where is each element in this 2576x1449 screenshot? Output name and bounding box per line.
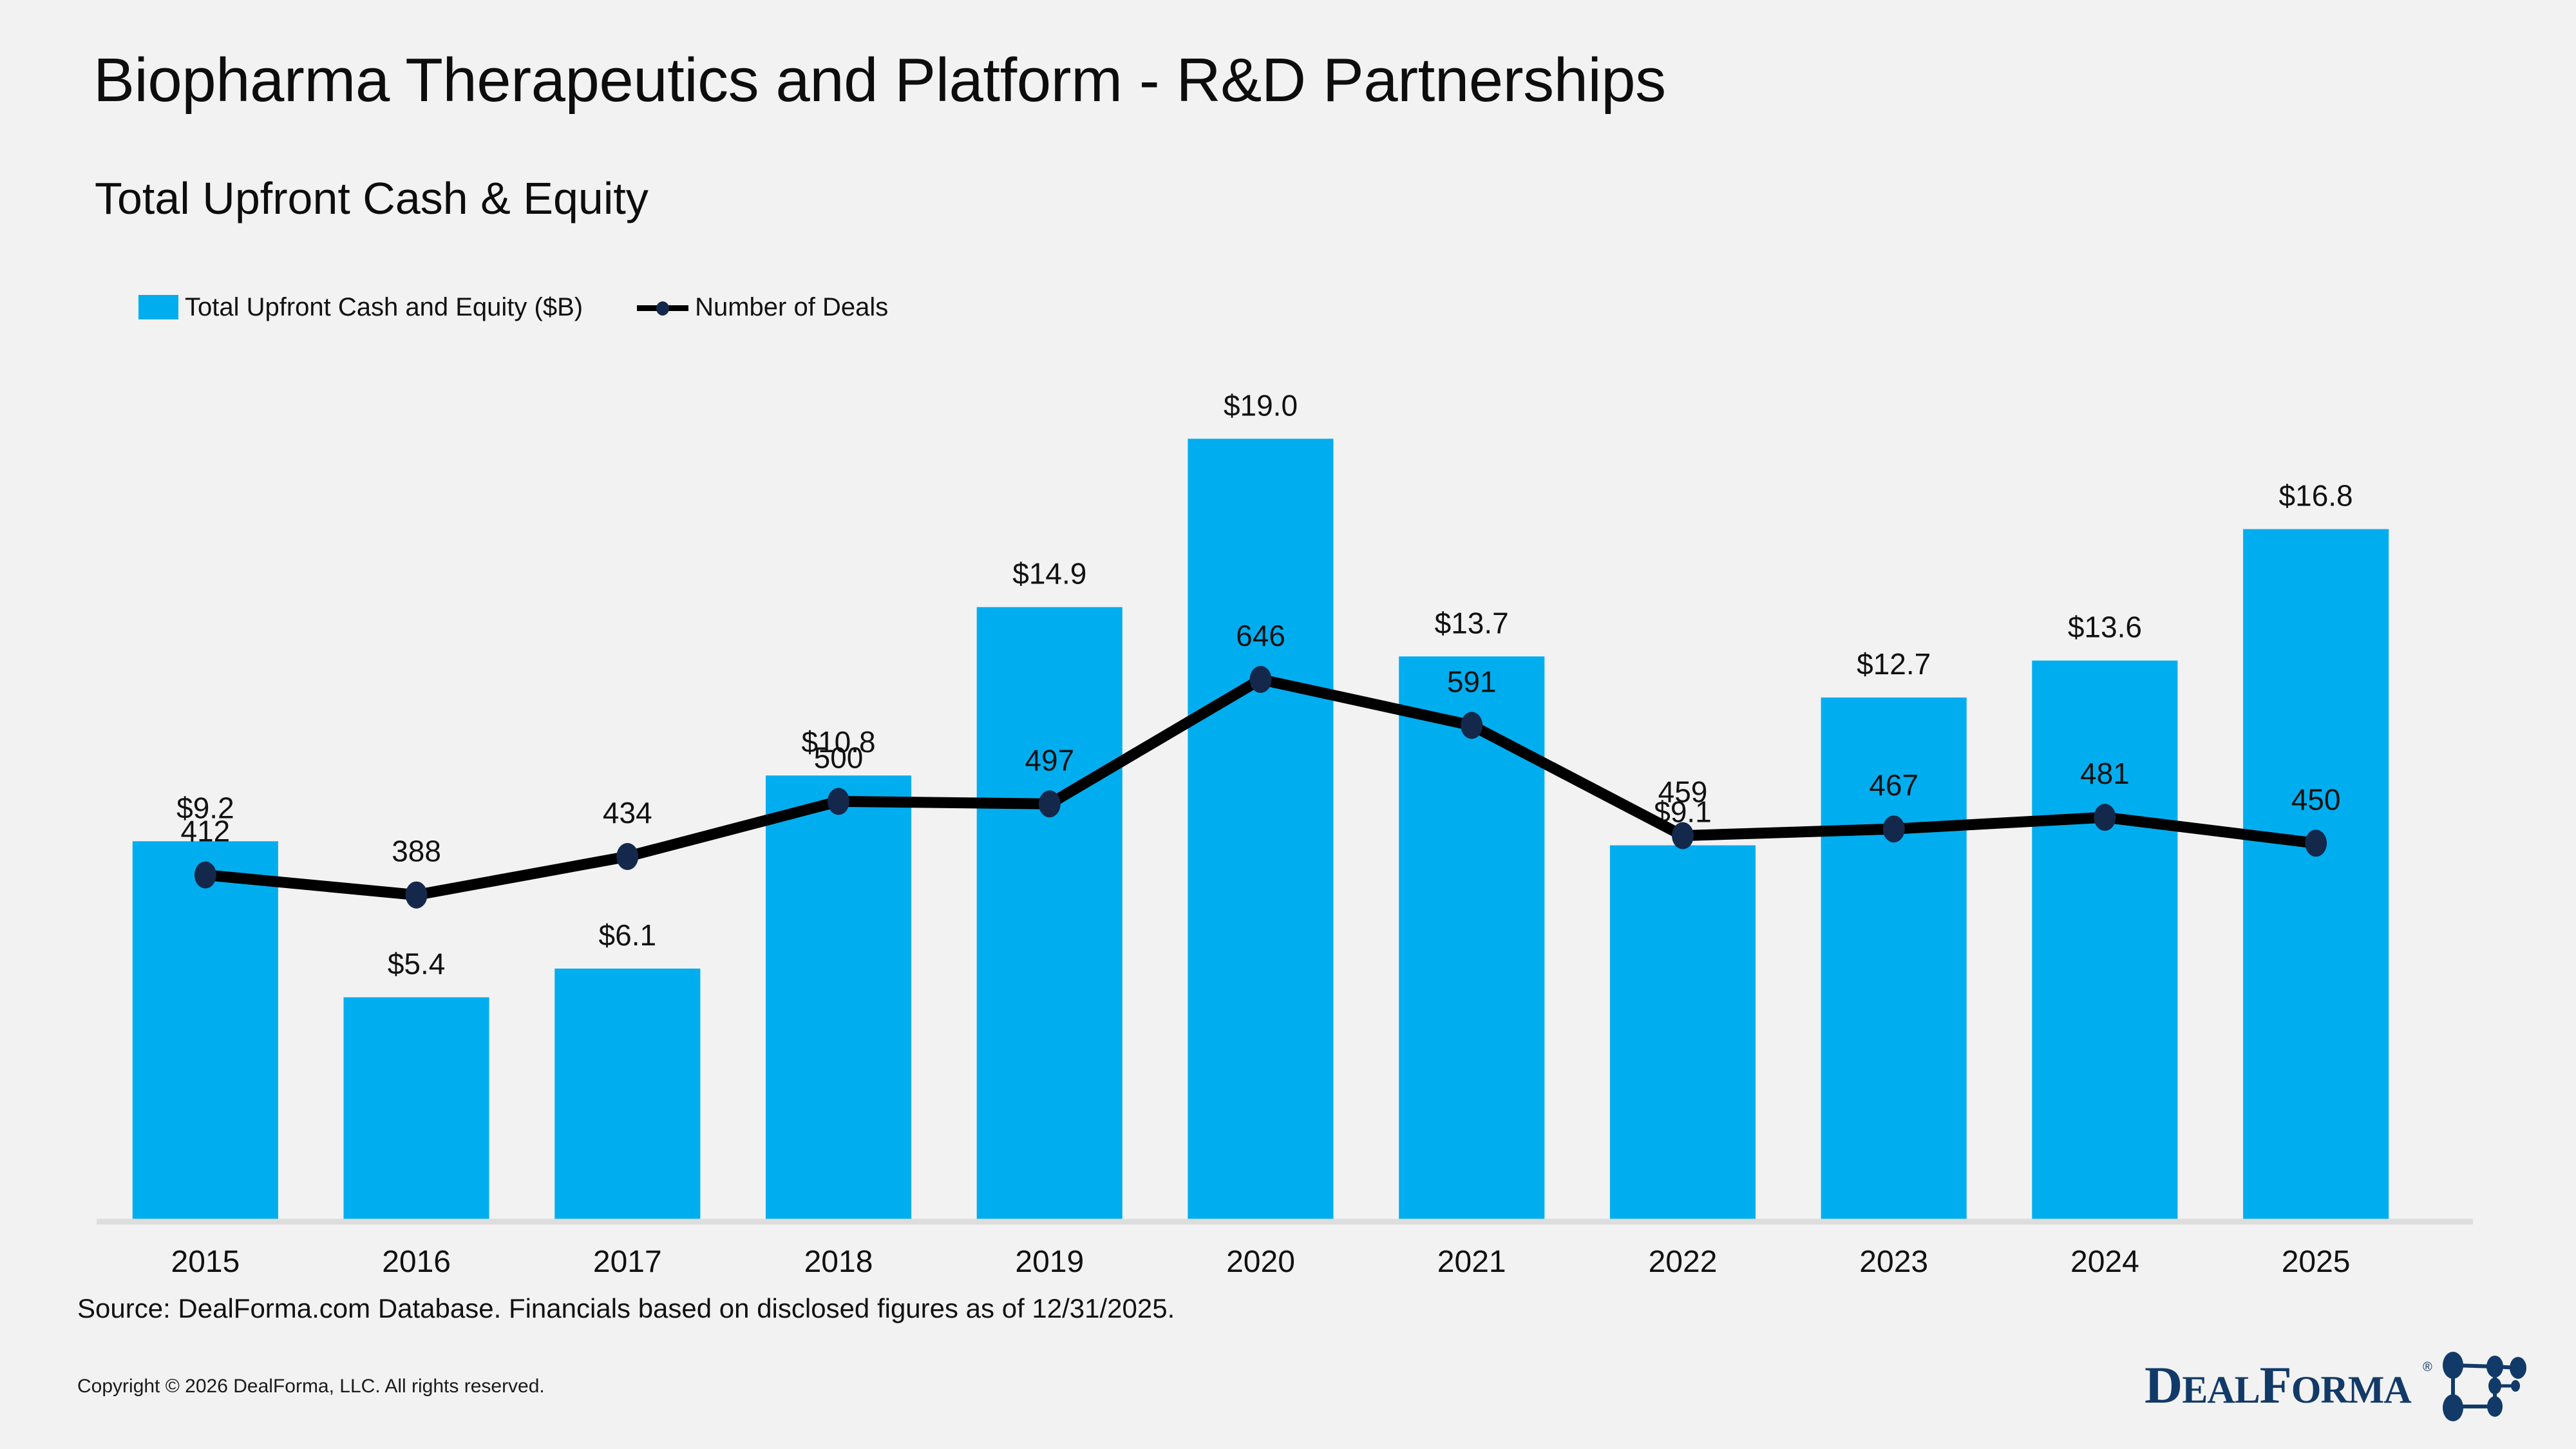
bar-value-label: $5.4 <box>388 947 446 981</box>
bar <box>1609 845 1756 1219</box>
x-tick-label: 2023 <box>1859 1245 1928 1279</box>
legend-label-line: Number of Deals <box>695 292 889 321</box>
bar-value-label: $14.9 <box>1012 557 1086 591</box>
bar-value-label: $16.8 <box>2279 479 2353 513</box>
page-title: Biopharma Therapeutics and Platform - R&… <box>93 46 1666 115</box>
line-value-label: 434 <box>603 796 652 829</box>
line-marker <box>2094 804 2116 831</box>
x-tick-label: 2018 <box>804 1245 873 1279</box>
line-marker <box>2305 829 2327 857</box>
bar-value-label: $10.8 <box>801 725 875 759</box>
line-marker <box>1249 666 1272 693</box>
line-marker <box>1672 822 1694 849</box>
bar <box>766 775 912 1219</box>
line-value-label: 459 <box>1658 775 1708 809</box>
bar-value-label: $13.6 <box>2068 611 2142 644</box>
bar-value-label: $12.7 <box>1857 647 1931 681</box>
dealforma-logo[interactable]: DEALFORMA ® <box>2145 1345 2544 1428</box>
x-tick-label: 2019 <box>1015 1245 1084 1279</box>
legend-item-bar[interactable]: Total Upfront Cash and Equity ($B) <box>138 293 583 322</box>
page-subtitle: Total Upfront Cash & Equity <box>95 173 649 223</box>
source-note: Source: DealForma.com Database. Financia… <box>77 1293 1175 1323</box>
line-value-label: 591 <box>1447 665 1497 698</box>
x-tick-label: 2020 <box>1226 1245 1295 1279</box>
x-tick-label: 2017 <box>593 1245 662 1279</box>
line-value-label: 388 <box>392 835 441 868</box>
line-value-label: 646 <box>1236 619 1285 652</box>
bar-value-label: $6.1 <box>599 918 657 952</box>
bar <box>1821 697 1967 1219</box>
logo-wordmark: DEALFORMA <box>2145 1356 2412 1414</box>
line-marker <box>405 881 428 909</box>
legend-item-line[interactable]: Number of Deals <box>637 293 888 322</box>
line-marker <box>1461 712 1483 739</box>
x-tick-label: 2015 <box>171 1245 240 1279</box>
bar-data-labels: $9.2$5.4$6.1$10.8$14.9$19.0$13.7$9.1$12.… <box>176 388 2353 980</box>
chart-legend: Total Upfront Cash and Equity ($B) Numbe… <box>138 291 888 323</box>
registered-trademark-icon: ® <box>2423 1360 2432 1374</box>
x-tick-label: 2025 <box>2282 1245 2351 1279</box>
bar <box>554 969 701 1219</box>
x-tick-label: 2016 <box>382 1245 451 1279</box>
bar <box>343 997 489 1219</box>
bar-value-label: $19.0 <box>1224 388 1298 422</box>
line-marker <box>616 843 639 870</box>
line-markers <box>194 666 2327 909</box>
legend-swatch-icon <box>138 295 178 319</box>
bar <box>2032 660 2178 1219</box>
copyright-note: Copyright © 2026 DealForma, LLC. All rig… <box>77 1376 545 1397</box>
bar-value-label: $9.2 <box>176 791 234 824</box>
bar <box>132 841 278 1219</box>
line-marker <box>1882 815 1905 843</box>
line-value-label: 481 <box>2080 757 2130 790</box>
line-value-label: 412 <box>181 815 231 848</box>
bar-series <box>132 439 2389 1219</box>
bar <box>976 607 1122 1219</box>
x-tick-label: 2021 <box>1437 1245 1506 1279</box>
line-value-label: 500 <box>814 741 864 774</box>
line-marker <box>828 788 849 815</box>
legend-line-marker-icon <box>637 295 689 319</box>
line-value-label: 450 <box>2291 782 2341 816</box>
line-value-label: 497 <box>1025 743 1074 777</box>
line-value-label: 467 <box>1869 768 1918 802</box>
line-data-labels: 412 388 434 500 497 646 591 459 467 481 450 <box>181 619 2341 868</box>
x-axis-tick-labels: 2015 2016 2017 2018 2019 2020 2021 2022 2023 2024… <box>171 1245 2351 1279</box>
bar <box>1188 439 1334 1219</box>
network-nodes-icon <box>2443 1352 2526 1421</box>
legend-label-bar: Total Upfront Cash and Equity ($B) <box>185 292 583 321</box>
line-marker <box>1038 790 1061 818</box>
x-tick-label: 2024 <box>2070 1245 2139 1279</box>
line-marker <box>194 861 216 889</box>
x-tick-label: 2022 <box>1649 1245 1718 1279</box>
bar-value-label: $13.7 <box>1435 606 1509 639</box>
bar <box>2243 529 2389 1219</box>
chart-plot-area: $9.2$5.4$6.1$10.8$14.9$19.0$13.7$9.1$12.… <box>97 388 2473 1279</box>
bar <box>1399 656 1545 1219</box>
